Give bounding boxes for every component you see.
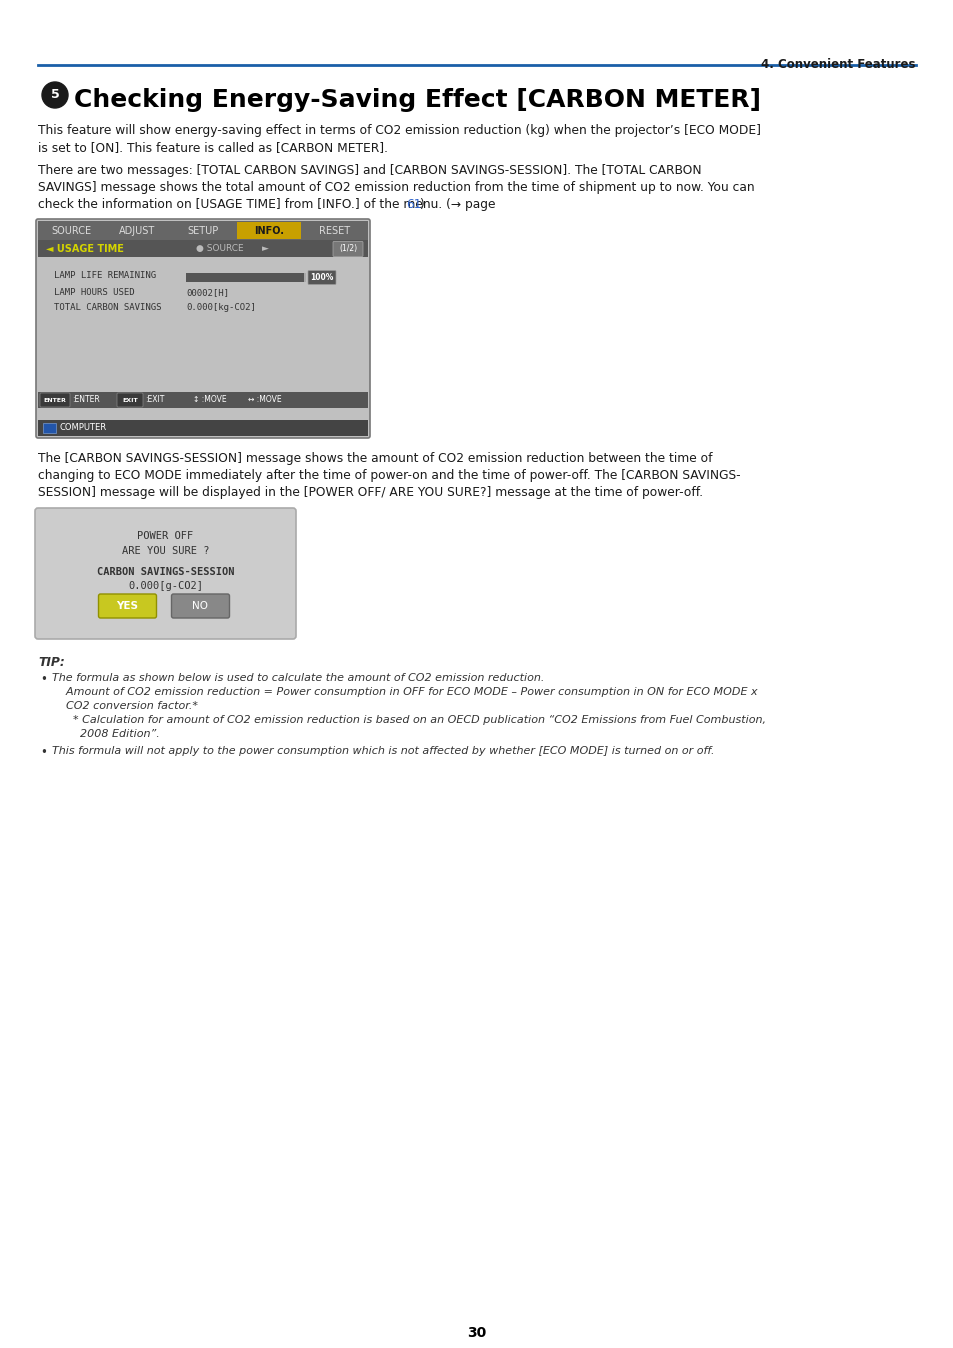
Text: ►: ► <box>262 244 269 253</box>
Text: 30: 30 <box>467 1326 486 1340</box>
Circle shape <box>42 82 68 108</box>
Bar <box>38 240 368 257</box>
Text: :EXIT: :EXIT <box>145 395 164 404</box>
Text: POWER OFF: POWER OFF <box>137 531 193 541</box>
Text: COMPUTER: COMPUTER <box>60 423 107 433</box>
Text: 0.000[kg-CO2]: 0.000[kg-CO2] <box>186 303 255 311</box>
Text: 4. Convenient Features: 4. Convenient Features <box>760 58 915 71</box>
Text: ): ) <box>418 198 423 212</box>
Text: TIP:: TIP: <box>38 656 65 669</box>
Text: ◄ USAGE TIME: ◄ USAGE TIME <box>46 244 124 253</box>
Text: ADJUST: ADJUST <box>119 225 155 236</box>
FancyBboxPatch shape <box>117 394 143 407</box>
Text: RESET: RESET <box>319 225 350 236</box>
Text: Checking Energy-Saving Effect [CARBON METER]: Checking Energy-Saving Effect [CARBON ME… <box>74 88 760 112</box>
Bar <box>38 392 368 408</box>
Text: 0.000[g-CO2]: 0.000[g-CO2] <box>128 581 203 590</box>
Text: NO: NO <box>193 601 209 611</box>
Text: This formula will not apply to the power consumption which is not affected by wh: This formula will not apply to the power… <box>52 745 714 756</box>
FancyBboxPatch shape <box>36 218 370 438</box>
Text: check the information on [USAGE TIME] from [INFO.] of the menu. (→ page: check the information on [USAGE TIME] fr… <box>38 198 498 212</box>
Text: * Calculation for amount of CO2 emission reduction is based on an OECD publicati: * Calculation for amount of CO2 emission… <box>52 714 765 725</box>
Bar <box>186 274 304 282</box>
Text: There are two messages: [TOTAL CARBON SAVINGS] and [CARBON SAVINGS-SESSION]. The: There are two messages: [TOTAL CARBON SA… <box>38 164 700 177</box>
Text: INFO.: INFO. <box>253 225 284 236</box>
FancyBboxPatch shape <box>35 508 295 639</box>
Text: •: • <box>40 745 47 759</box>
Bar <box>38 421 368 435</box>
Text: 5: 5 <box>51 89 59 101</box>
Text: ● SOURCE: ● SOURCE <box>196 244 244 253</box>
Text: •: • <box>40 673 47 686</box>
Text: 100%: 100% <box>310 274 334 282</box>
FancyBboxPatch shape <box>98 594 156 617</box>
Text: EXIT: EXIT <box>122 398 137 403</box>
Text: 2008 Edition”.: 2008 Edition”. <box>52 729 159 739</box>
Text: YES: YES <box>116 601 138 611</box>
Text: (1/2): (1/2) <box>338 244 356 253</box>
Text: SETUP: SETUP <box>187 225 218 236</box>
Text: LAMP HOURS USED: LAMP HOURS USED <box>54 288 134 297</box>
Text: is set to [ON]. This feature is called as [CARBON METER].: is set to [ON]. This feature is called a… <box>38 142 388 154</box>
Text: ENTER: ENTER <box>44 398 67 403</box>
Text: 00002[H]: 00002[H] <box>186 288 229 297</box>
Text: TOTAL CARBON SAVINGS: TOTAL CARBON SAVINGS <box>54 303 161 311</box>
FancyBboxPatch shape <box>333 241 363 256</box>
Text: ARE YOU SURE ?: ARE YOU SURE ? <box>122 546 209 555</box>
Text: 61: 61 <box>406 198 421 212</box>
FancyBboxPatch shape <box>40 394 70 407</box>
FancyBboxPatch shape <box>308 271 335 284</box>
Bar <box>43 423 56 433</box>
Text: ↕ :MOVE: ↕ :MOVE <box>193 395 227 404</box>
Text: SESSION] message will be displayed in the [POWER OFF/ ARE YOU SURE?] message at : SESSION] message will be displayed in th… <box>38 487 702 499</box>
Text: CO2 conversion factor.*: CO2 conversion factor.* <box>52 701 198 710</box>
Bar <box>38 221 368 240</box>
Text: Amount of CO2 emission reduction = Power consumption in OFF for ECO MODE – Power: Amount of CO2 emission reduction = Power… <box>52 687 757 697</box>
Text: CARBON SAVINGS-SESSION: CARBON SAVINGS-SESSION <box>96 568 234 577</box>
Bar <box>186 274 306 282</box>
Text: This feature will show energy-saving effect in terms of CO2 emission reduction (: This feature will show energy-saving eff… <box>38 124 760 137</box>
Text: ↔ :MOVE: ↔ :MOVE <box>248 395 281 404</box>
Text: SAVINGS] message shows the total amount of CO2 emission reduction from the time : SAVINGS] message shows the total amount … <box>38 181 754 194</box>
Text: LAMP LIFE REMAINING: LAMP LIFE REMAINING <box>54 271 156 280</box>
Text: The [CARBON SAVINGS-SESSION] message shows the amount of CO2 emission reduction : The [CARBON SAVINGS-SESSION] message sho… <box>38 452 712 465</box>
FancyBboxPatch shape <box>172 594 230 617</box>
Text: changing to ECO MODE immediately after the time of power-on and the time of powe: changing to ECO MODE immediately after t… <box>38 469 740 483</box>
Bar <box>38 257 368 392</box>
Bar <box>236 222 301 239</box>
Text: SOURCE: SOURCE <box>51 225 91 236</box>
Text: :ENTER: :ENTER <box>71 395 100 404</box>
Text: The formula as shown below is used to calculate the amount of CO2 emission reduc: The formula as shown below is used to ca… <box>52 673 544 683</box>
